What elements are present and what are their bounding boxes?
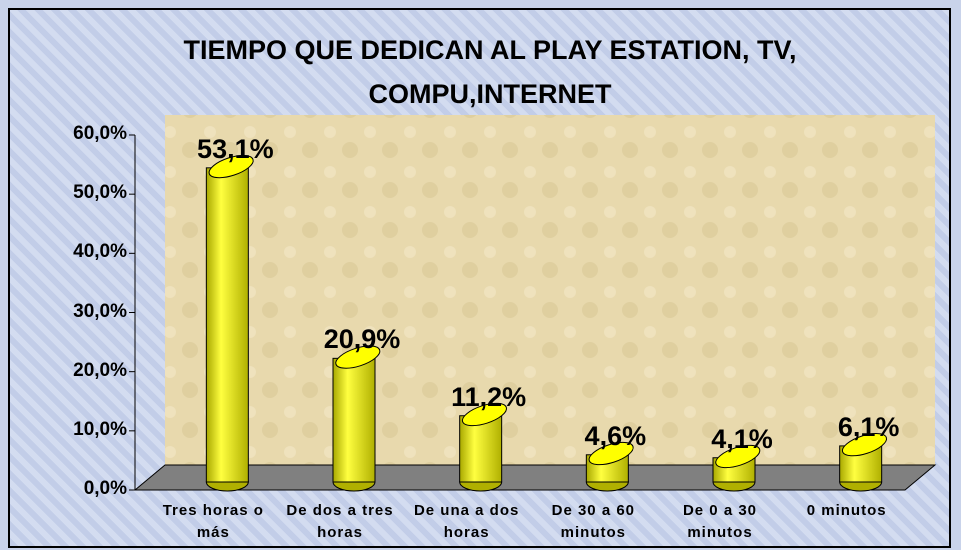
bar-top (841, 433, 888, 457)
bar (459, 415, 503, 483)
y-tick-label: 0,0% (83, 478, 127, 499)
value-label: 4,1% (711, 423, 773, 454)
floor (133, 464, 937, 491)
y-tick-label: 60,0% (73, 123, 127, 144)
x-tick-label: De 0 a 30 minutos (682, 502, 758, 541)
x-tick-label: 0 minutos (806, 502, 887, 519)
chart-title: TIEMPO QUE DEDICAN AL PLAY ESTATION, TV,… (183, 35, 797, 109)
x-tick-label: Tres horas o más (162, 502, 264, 541)
bar-top (588, 441, 634, 466)
y-tick-label: 20,0% (73, 359, 127, 381)
bar-top (335, 345, 381, 369)
bar (205, 167, 249, 483)
x-tick-label: De 30 a 60 minutos (551, 502, 636, 541)
x-tick-label: De dos a tres horas (286, 502, 394, 541)
bar-top (715, 444, 761, 469)
x-tick-label: De una a dos horas (413, 502, 520, 541)
y-tick-label: 10,0% (73, 418, 127, 440)
value-label: 53,1% (197, 133, 274, 164)
bar (332, 357, 376, 483)
y-tick-label: 30,0% (73, 300, 127, 322)
y-tick-label: 40,0% (73, 241, 127, 263)
value-label: 11,2% (451, 381, 527, 412)
bar-top (461, 402, 508, 427)
value-label: 6,1% (837, 411, 900, 442)
y-tick-label: 50,0% (73, 182, 127, 204)
value-label: 20,9% (323, 324, 401, 355)
value-label: 4,6% (584, 420, 647, 451)
bar-top (208, 154, 254, 179)
